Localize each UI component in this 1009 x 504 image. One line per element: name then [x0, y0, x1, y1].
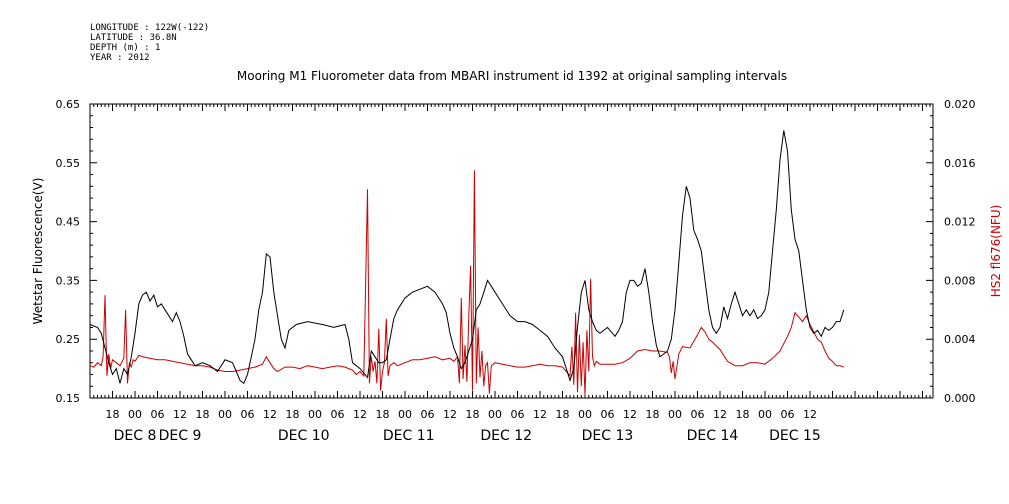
x-tick-label: 18: [736, 408, 750, 421]
x-tick-label: 00: [758, 408, 772, 421]
meta-line-depth: DEPTH (m) : 1: [90, 43, 160, 53]
x-tick-label: 06: [781, 408, 795, 421]
x-tick-label: 18: [286, 408, 300, 421]
x-tick-label: 00: [668, 408, 682, 421]
x-day-label: DEC 15: [769, 428, 821, 444]
meta-line-year: YEAR : 2012: [90, 53, 150, 63]
meta-line-latitude: LATITUDE : 36.8N: [90, 33, 177, 43]
x-tick-label: 00: [218, 408, 232, 421]
y-left-tick-label: 0.55: [56, 157, 81, 170]
x-tick-label: 00: [488, 408, 502, 421]
y-right-tick-label: 0.016: [944, 157, 976, 170]
y-left-tick-label: 0.35: [56, 274, 81, 287]
x-day-label: DEC 10: [278, 428, 330, 444]
x-tick-label: 06: [601, 408, 615, 421]
x-tick-label: 12: [263, 408, 277, 421]
x-minor-ticks: [93, 104, 931, 398]
x-major-ticks: [89, 104, 923, 398]
x-tick-label: 18: [466, 408, 480, 421]
x-tick-label: 18: [376, 408, 390, 421]
x-axis: 18 00 06 12 18 00 06 12 18 00 06 12 18 00 06 12 18 00 06 12…: [89, 104, 931, 444]
x-tick-label: 00: [128, 408, 142, 421]
y-right-tick-label: 0.000: [944, 392, 976, 405]
x-day-label: DEC 9: [159, 428, 202, 444]
y-left-tick-label: 0.15: [56, 392, 81, 405]
x-tick-label: 18: [556, 408, 570, 421]
y-right-tick-label: 0.012: [944, 216, 976, 229]
x-tick-label: 00: [398, 408, 412, 421]
x-day-label: DEC 13: [582, 428, 634, 444]
x-tick-label: 12: [353, 408, 367, 421]
y-axis-right-label: HS2 fl676(NFU): [989, 205, 1003, 298]
y-axis-right: 0.000 0.004 0.008 0.012 0.016 0.020: [926, 98, 976, 405]
plot-frame: [89, 103, 934, 399]
x-tick-label: 00: [308, 408, 322, 421]
x-tick-label: 18: [646, 408, 660, 421]
x-day-label: DEC 8: [114, 428, 157, 444]
x-tick-label: 18: [196, 408, 210, 421]
y-left-tick-label: 0.45: [56, 216, 81, 229]
y-left-ticks: [90, 103, 97, 399]
x-tick-label: 06: [241, 408, 255, 421]
y-axis-left: 0.15 0.25 0.35 0.45 0.55 0.65: [56, 98, 97, 405]
y-right-tick-label: 0.008: [944, 274, 976, 287]
x-tick-label: 12: [713, 408, 727, 421]
x-tick-label: 06: [151, 408, 165, 421]
y-left-tick-label: 0.65: [56, 98, 81, 111]
series-group: [89, 130, 845, 396]
series-line-hs2: [89, 170, 844, 396]
series-line-wetstar: [89, 130, 845, 385]
x-tick-label: 12: [623, 408, 637, 421]
x-tick-label: 00: [578, 408, 592, 421]
chart-title: Mooring M1 Fluorometer data from MBARI i…: [237, 69, 787, 83]
x-day-label: DEC 14: [687, 428, 739, 444]
y-right-tick-label: 0.020: [944, 98, 976, 111]
x-tick-label: 06: [331, 408, 345, 421]
x-tick-label: 12: [533, 408, 547, 421]
x-tick-label: 12: [443, 408, 457, 421]
y-left-tick-label: 0.25: [56, 333, 81, 346]
x-day-label: DEC 11: [383, 428, 435, 444]
x-tick-label: 06: [511, 408, 525, 421]
x-day-label: DEC 12: [480, 428, 532, 444]
metadata-block: LONGITUDE : 122W(-122) LATITUDE : 36.8N …: [90, 23, 209, 63]
x-tick-label: 12: [173, 408, 187, 421]
meta-line-longitude: LONGITUDE : 122W(-122): [90, 23, 209, 33]
y-right-ticks: [926, 103, 933, 399]
x-tick-label: 12: [803, 408, 817, 421]
x-tick-label: 06: [421, 408, 435, 421]
y-axis-left-label: Wetstar Fluorescence(V): [31, 178, 45, 325]
x-tick-label: 18: [106, 408, 120, 421]
y-right-tick-label: 0.004: [944, 333, 976, 346]
x-tick-label: 06: [691, 408, 705, 421]
